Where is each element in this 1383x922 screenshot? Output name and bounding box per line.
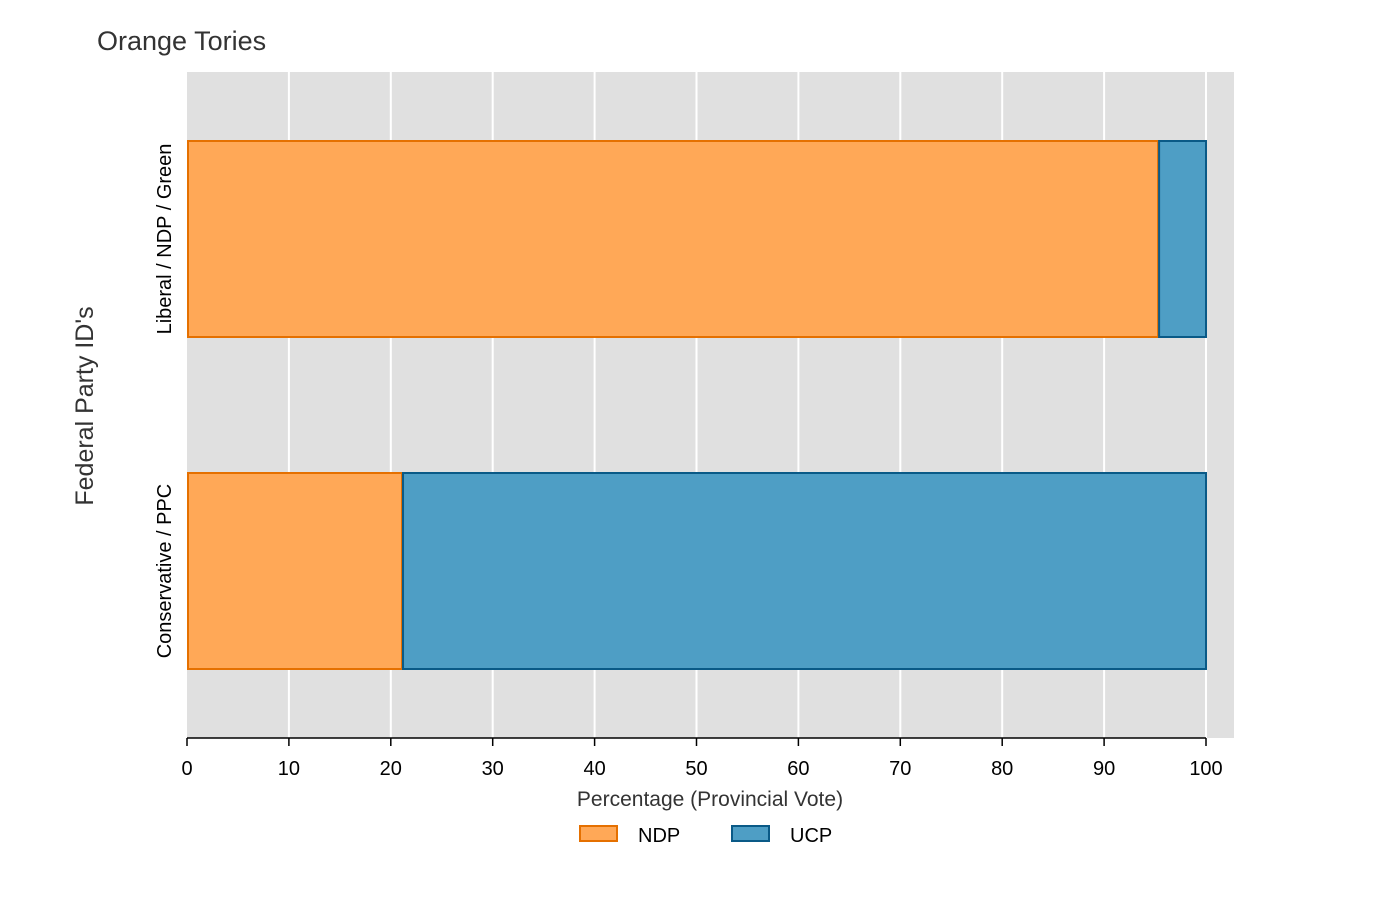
bar-ndp-0 bbox=[187, 140, 1160, 338]
bar-ndp-1 bbox=[187, 472, 404, 670]
bar-ucp-0 bbox=[1158, 140, 1208, 338]
legend-swatch-ndp bbox=[579, 825, 618, 842]
y-axis-category-labels: Liberal / NDP / Green Conservative / PPC bbox=[154, 144, 176, 659]
y-axis-title: Federal Party ID's bbox=[71, 306, 99, 505]
legend-label-ucp: UCP bbox=[790, 825, 832, 847]
x-tick-label-60: 60 bbox=[787, 758, 809, 780]
legend-swatch-ucp bbox=[731, 825, 770, 842]
x-tick-label-50: 50 bbox=[685, 758, 707, 780]
x-tick-label-70: 70 bbox=[889, 758, 911, 780]
x-tick-label-100: 100 bbox=[1189, 758, 1222, 780]
x-axis-title: Percentage (Provincial Vote) bbox=[577, 788, 843, 811]
x-tick-label-10: 10 bbox=[278, 758, 300, 780]
x-tick-label-20: 20 bbox=[380, 758, 402, 780]
bar-ucp-1 bbox=[402, 472, 1208, 670]
x-tick-label-40: 40 bbox=[583, 758, 605, 780]
x-tick-label-30: 30 bbox=[482, 758, 504, 780]
chart-title: Orange Tories bbox=[97, 26, 266, 56]
y-category-label-0: Liberal / NDP / Green bbox=[154, 144, 176, 335]
x-tick-label-0: 0 bbox=[181, 758, 192, 780]
bars bbox=[187, 140, 1208, 670]
x-tick-label-90: 90 bbox=[1093, 758, 1115, 780]
legend-label-ndp: NDP bbox=[638, 825, 680, 847]
legend: NDP UCP bbox=[579, 825, 832, 847]
y-category-label-1: Conservative / PPC bbox=[154, 484, 176, 659]
x-axis: 0 10 20 30 40 50 60 70 80 90 100 bbox=[181, 737, 1223, 780]
x-tick-label-80: 80 bbox=[991, 758, 1013, 780]
